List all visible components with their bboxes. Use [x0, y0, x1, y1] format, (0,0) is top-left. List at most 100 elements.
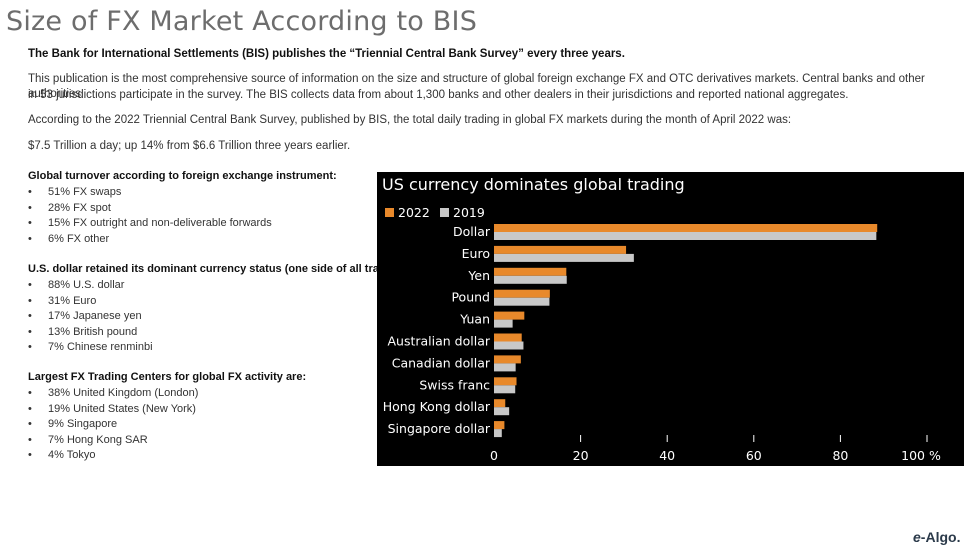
list-item-text: 17% Japanese yen	[48, 310, 142, 322]
currency-list: U.S. dollar retained its dominant curren…	[28, 262, 405, 356]
bar-2022	[494, 377, 517, 386]
bar-2019	[494, 232, 877, 240]
bullet: •	[28, 449, 32, 461]
list-heading: U.S. dollar retained its dominant curren…	[28, 263, 406, 275]
bullet: •	[28, 294, 32, 307]
list-item-text: 13% British pound	[48, 325, 138, 338]
bar-2022	[494, 311, 525, 320]
bar-2022	[494, 399, 506, 408]
bar-2019	[494, 363, 516, 372]
category-label: Swiss franc	[419, 377, 490, 392]
bar-2019	[494, 407, 510, 416]
trading-centers-list: Largest FX Trading Centers for global FX…	[28, 370, 306, 464]
list-item-text: 7% Hong Kong SAR	[48, 433, 148, 446]
bar-2022	[494, 355, 521, 364]
bar-2019	[494, 385, 516, 394]
category-label: Pound	[451, 290, 490, 305]
bullet: •	[28, 341, 32, 353]
legend-label: 2022	[398, 205, 430, 220]
list-item-text: 31% Euro	[48, 294, 97, 307]
bullet: •	[28, 387, 32, 399]
list-item: • 7% Chinese renminbi	[28, 340, 405, 356]
survey-paragraph: According to the 2022 Triennial Central …	[28, 114, 792, 126]
category-label: Hong Kong dollar	[383, 399, 491, 414]
bullet: •	[28, 232, 32, 245]
bar-2022	[494, 289, 550, 298]
category-label: Yen	[467, 268, 490, 283]
page-title: Size of FX Market According to BIS	[6, 6, 478, 37]
bullet: •	[28, 325, 32, 338]
list-item-text: 15% FX outright and non-deliverable forw…	[48, 217, 272, 229]
bullet: •	[28, 186, 32, 198]
list-item-text: 7% Chinese renminbi	[48, 341, 153, 353]
list-item: • 38% United Kingdom (London)	[28, 386, 306, 402]
bullet: •	[28, 217, 32, 229]
list-item-text: 38% United Kingdom (London)	[48, 387, 199, 399]
bullet: •	[28, 279, 32, 291]
list-heading: Global turnover according to foreign exc…	[28, 170, 337, 182]
category-label: Yuan	[459, 312, 490, 327]
bar-2019	[494, 341, 524, 350]
bullet: •	[28, 418, 32, 430]
bar-2019	[494, 253, 634, 262]
category-label: Canadian dollar	[392, 355, 491, 370]
logo: e-Algo.	[913, 529, 960, 545]
bar-2022	[494, 421, 505, 430]
list-item: • 51% FX swaps	[28, 185, 337, 201]
logo-prefix: e	[913, 529, 921, 545]
intro-paragraph-line: in 53 jurisdictions participate in the s…	[28, 89, 849, 101]
list-item-text: 28% FX spot	[48, 201, 111, 214]
list-item: • 13% British pound	[28, 325, 405, 341]
list-item: • 17% Japanese yen	[28, 309, 405, 325]
bar-2022	[494, 245, 627, 254]
list-item: • 4% Tokyo	[28, 448, 306, 464]
category-label: Singapore dollar	[388, 421, 491, 436]
list-item-text: 51% FX swaps	[48, 186, 122, 198]
x-tick-label: 0	[490, 448, 498, 463]
bar-2022	[494, 224, 878, 232]
list-item-text: 88% U.S. dollar	[48, 279, 125, 291]
list-item: • 88% U.S. dollar	[28, 278, 405, 294]
bullet: •	[28, 433, 32, 446]
total-volume-paragraph: $7.5 Trillion a day; up 14% from $6.6 Tr…	[28, 140, 351, 152]
bar-2022	[494, 267, 567, 276]
logo-text: -Algo.	[920, 529, 961, 545]
legend-swatch	[385, 208, 394, 217]
bullet: •	[28, 310, 32, 322]
legend-swatch	[440, 208, 449, 217]
x-tick-label: 60	[746, 448, 762, 463]
chart-title: US currency dominates global trading	[382, 175, 685, 194]
bullet: •	[28, 201, 32, 214]
category-label: Australian dollar	[387, 334, 490, 349]
list-item: • 9% Singapore	[28, 417, 306, 433]
legend-label: 2019	[453, 205, 485, 220]
bar-2019	[494, 319, 513, 328]
list-item: • 15% FX outright and non-deliverable for…	[28, 216, 337, 232]
list-item-text: 9% Singapore	[48, 418, 118, 430]
list-item-text: 19% United States (New York)	[48, 402, 196, 415]
bar-2019	[494, 429, 502, 438]
bar-2019	[494, 275, 567, 284]
list-heading: Largest FX Trading Centers for global FX…	[28, 371, 307, 383]
currency-bar-chart: US currency dominates global trading 2022…	[377, 172, 964, 466]
list-item-text: 4% Tokyo	[48, 449, 96, 461]
list-item: • 6% FX other	[28, 232, 337, 248]
x-tick-label: 80	[832, 448, 848, 463]
intro-paragraph-line: This publication is the most comprehensi…	[28, 73, 925, 100]
chart-canvas: US currency dominates global trading 2022…	[382, 175, 941, 463]
x-tick-label: 20	[573, 448, 589, 463]
list-item: • 31% Euro	[28, 294, 405, 310]
instrument-list: Global turnover according to foreign exc…	[28, 169, 337, 247]
bar-2022	[494, 333, 522, 342]
list-item: • 19% United States (New York)	[28, 402, 306, 418]
bar-2019	[494, 297, 550, 306]
category-label: Euro	[462, 246, 490, 261]
category-label: Dollar	[453, 224, 491, 239]
x-tick-label: 100 %	[901, 448, 941, 463]
intro-line: The Bank for International Settlements (…	[28, 48, 625, 60]
list-item-text: 6% FX other	[48, 232, 110, 245]
x-tick-label: 40	[659, 448, 675, 463]
bullet: •	[28, 402, 32, 415]
list-item: • 28% FX spot	[28, 201, 337, 217]
list-item: • 7% Hong Kong SAR	[28, 433, 306, 449]
